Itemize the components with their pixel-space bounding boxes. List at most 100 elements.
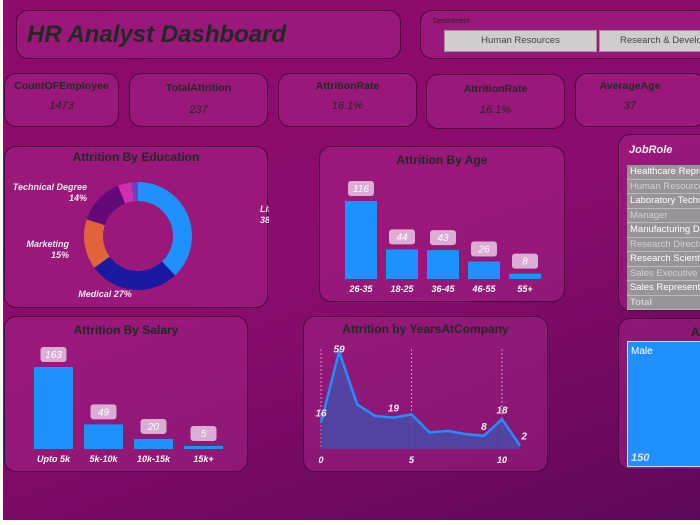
donut-slice: [118, 182, 134, 204]
chart-title: Attrition By Age: [396, 153, 488, 167]
chart-title: Attrition By Salary: [73, 323, 179, 337]
bar: [427, 250, 459, 279]
department-slicer: Department Human Resources Research & De…: [420, 10, 700, 59]
slice-name: Life Sciences: [260, 204, 269, 214]
data-label-box: [190, 426, 217, 441]
kpi-total-attrition: TotalAttrition 237: [129, 73, 268, 127]
category-label: 18-25: [390, 284, 414, 294]
x-tick-label: 5: [409, 455, 415, 465]
kpi-value: 16.1%: [479, 104, 512, 116]
jobrole-item[interactable]: Sales Executive: [627, 266, 700, 281]
area-line: [319, 347, 522, 447]
x-tick-label: 0: [318, 455, 323, 465]
data-label: 116: [353, 184, 369, 195]
slice-label: Marketing 15%: [26, 239, 69, 260]
kpi-label: TotalAttrition: [165, 82, 232, 94]
gender-chart-panel: Attrition By Gender Male 150: [618, 318, 700, 470]
jobrole-item[interactable]: Manager: [627, 208, 700, 223]
jobrole-item[interactable]: Laboratory Technician: [627, 194, 700, 209]
kpi-attrition-rate-2: AttritionRate 16.1%: [426, 74, 565, 129]
jobrole-item[interactable]: Research Scientist: [627, 252, 700, 267]
kpi-attrition-rate: AttritionRate 16.1%: [278, 73, 417, 127]
chart-title: Attrition By Education: [72, 150, 200, 164]
years-area-chart: 0 5 10 16 59 19 8 18 2: [315, 345, 527, 465]
kpi-label: AttritionRate: [463, 83, 528, 95]
data-label-box: [471, 241, 497, 257]
data-label-box: [140, 418, 167, 434]
category-label: 55+: [517, 284, 533, 294]
category-label: Upto 5k: [37, 454, 71, 464]
donut-slice: [131, 182, 138, 202]
bar: [468, 261, 500, 279]
category-label: 10k-15k: [137, 454, 171, 464]
kpi-value: 1473: [49, 100, 74, 112]
data-label: 8: [481, 422, 487, 433]
data-label-box: [389, 229, 415, 245]
salary-bar-chart: 163 Upto 5k 49 5k-10k 20 10k-15k 5 15k+: [34, 347, 223, 464]
chart-title: Attrition by YearsAtCompany: [342, 322, 509, 336]
kpi-label: CountOFEmployee: [14, 80, 109, 92]
data-label-box: [430, 230, 456, 246]
age-bar-chart: 116 26-35 44 18-25 43 36-45 26 46-55 8 55+: [345, 181, 541, 294]
jobrole-item[interactable]: Manufacturing Director: [627, 223, 700, 238]
bar: [386, 249, 418, 279]
slice-name: Technical Degree: [13, 182, 87, 192]
jobrole-item[interactable]: Healthcare Representative: [627, 165, 700, 180]
jobrole-item[interactable]: Human Resources: [627, 179, 700, 194]
donut-slice: [138, 182, 192, 276]
kpi-count-of-employee: CountOFEmployee 1473: [4, 73, 119, 127]
data-label: 20: [147, 422, 160, 433]
slicer-option-human-resources[interactable]: Human Resources: [444, 30, 597, 52]
category-label: 36-45: [431, 284, 455, 294]
title-panel: HR Analyst Dashboard: [16, 10, 401, 59]
slicer-option-research-development[interactable]: Research & Development: [599, 30, 700, 52]
treemap-tile-male[interactable]: Male 150: [627, 341, 700, 467]
bar: [345, 201, 377, 279]
kpi-value: 237: [189, 104, 208, 116]
jobrole-item[interactable]: Research Director: [627, 237, 700, 252]
data-label: 16: [315, 409, 327, 420]
donut-slice: [84, 219, 110, 268]
slice-label: Life Sciences38%: [260, 204, 269, 225]
x-tick-label: 10: [497, 455, 507, 465]
slice-percent: 15%: [51, 250, 69, 260]
slice-percent: 14%: [69, 193, 87, 203]
data-label-box: [512, 253, 538, 269]
bar: [509, 273, 541, 279]
kpi-label: AttritionRate: [315, 80, 380, 92]
education-chart-panel: Attrition By Education Life Sciences38% M…: [4, 146, 269, 308]
slice-label: Medical 27%: [78, 289, 132, 299]
jobrole-item[interactable]: Sales Representative: [627, 281, 700, 296]
data-label: 19: [388, 404, 400, 415]
data-label: 26: [477, 245, 490, 256]
data-label: 43: [437, 233, 449, 244]
slicer-label: Department: [433, 18, 470, 25]
data-label-box: [90, 404, 117, 420]
data-label: 5: [201, 429, 207, 440]
chart-title: Attrition By Gender: [691, 325, 700, 339]
slicer-label: JobRole: [629, 144, 673, 156]
slice-name: Marketing: [26, 239, 69, 249]
kpi-label: AverageAge: [599, 80, 661, 92]
data-label: 2: [520, 432, 527, 443]
kpi-value: 37: [623, 100, 637, 112]
category-label: 5k-10k: [89, 454, 118, 464]
jobrole-slicer: JobRole Healthcare RepresentativeHuman R…: [618, 134, 700, 311]
data-label: 163: [45, 350, 62, 361]
data-label: 49: [98, 407, 110, 418]
kpi-average-age: AverageAge 37: [575, 73, 700, 127]
data-label: 8: [522, 257, 528, 268]
bar: [184, 446, 223, 449]
data-label: 44: [396, 232, 408, 243]
age-chart-panel: Attrition By Age 116 26-35 44 18-25 43 36-45 2…: [319, 146, 565, 302]
data-label-box: [348, 181, 374, 196]
slice-percent: 38%: [260, 215, 269, 225]
jobrole-item[interactable]: Total: [627, 295, 700, 310]
area-fill: [321, 351, 521, 449]
data-label: 18: [496, 405, 508, 416]
years-chart-panel: Attrition by YearsAtCompany 0 5 10 16 59 19 8 1…: [303, 316, 548, 472]
category-label: 46-55: [471, 284, 496, 294]
dashboard-canvas: HR Analyst Dashboard Department Human Re…: [3, 0, 700, 520]
bar: [134, 438, 173, 449]
